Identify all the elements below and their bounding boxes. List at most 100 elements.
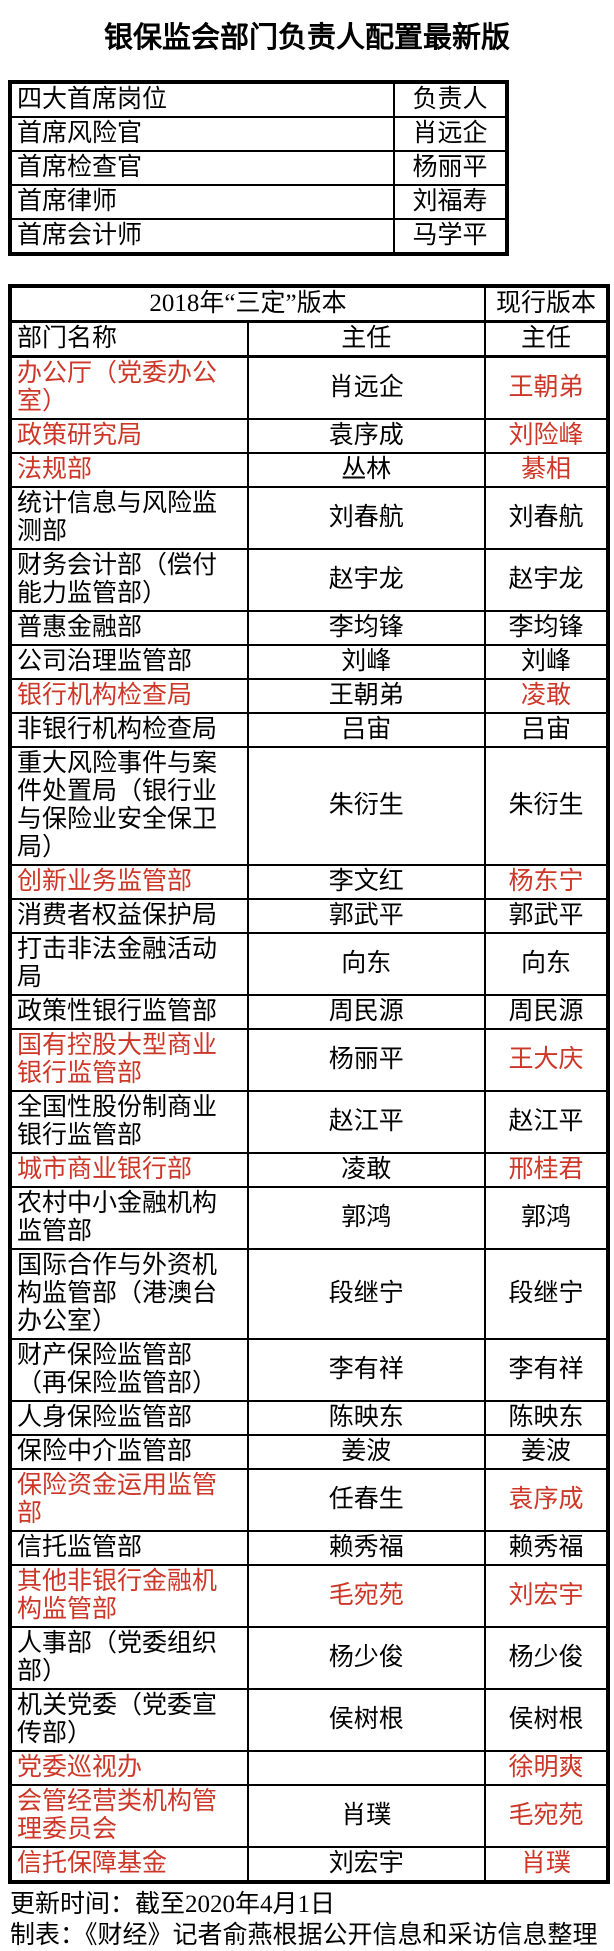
dept-name-cell: 打击非法金融活动局 (10, 933, 248, 995)
dept-name-cell: 全国性股份制商业银行监管部 (10, 1091, 248, 1153)
dept-name-cell: 办公厅（党委办公室） (10, 357, 248, 420)
director-2018-cell: 李文红 (248, 865, 486, 899)
director-2018-cell: 段继宁 (248, 1249, 486, 1339)
dept-name-cell: 保险中介监管部 (10, 1435, 248, 1469)
version-header-row: 2018年“三定”版本 现行版本 (10, 286, 608, 322)
director-current-cell: 刘宏宇 (485, 1565, 608, 1627)
dept-name-cell: 财产保险监管部（再保险监管部） (10, 1339, 248, 1401)
dept-name-cell: 非银行机构检查局 (10, 713, 248, 747)
table-row: 人事部（党委组织部） 杨少俊 杨少俊 (10, 1627, 608, 1689)
chief-position-cell: 首席检查官 (10, 151, 394, 185)
director-current-cell: 綦相 (485, 453, 608, 487)
director-2018-cell: 赵宇龙 (248, 549, 486, 611)
footer: 更新时间：截至2020年4月1日 制表：《财经》记者俞燕根据公开信息和采访信息整… (10, 1890, 614, 1951)
dept-name-cell: 信托保障基金 (10, 1847, 248, 1882)
dept-name-cell: 其他非银行金融机构监管部 (10, 1565, 248, 1627)
director-2018-cell: 丛林 (248, 453, 486, 487)
dept-name-cell: 银行机构检查局 (10, 679, 248, 713)
table-row: 全国性股份制商业银行监管部 赵江平 赵江平 (10, 1091, 608, 1153)
table-row: 机关党委（党委宣传部） 侯树根 侯树根 (10, 1689, 608, 1751)
director-current-cell: 姜波 (485, 1435, 608, 1469)
table-row: 财产保险监管部（再保险监管部） 李有祥 李有祥 (10, 1339, 608, 1401)
director-current-header: 主任 (485, 322, 608, 357)
director-current-cell: 周民源 (485, 995, 608, 1029)
director-2018-cell: 刘春航 (248, 487, 486, 549)
table-row: 其他非银行金融机构监管部 毛宛苑 刘宏宇 (10, 1565, 608, 1627)
table-row: 党委巡视办 徐明爽 (10, 1751, 608, 1785)
chief-positions-table: 四大首席岗位 负责人 首席风险官 肖远企 首席检查官 杨丽平 首席律师 刘福寿 … (8, 80, 509, 256)
table-row: 国际合作与外资机构监管部（港澳台办公室） 段继宁 段继宁 (10, 1249, 608, 1339)
dept-name-cell: 法规部 (10, 453, 248, 487)
departments-table-body: 办公厅（党委办公室） 肖远企 王朝弟 政策研究局 袁序成 刘险峰 法规部 丛林 … (10, 357, 608, 1883)
table-row: 农村中小金融机构监管部 郭鸿 郭鸿 (10, 1187, 608, 1249)
dept-name-cell: 政策性银行监管部 (10, 995, 248, 1029)
update-time-note: 更新时间：截至2020年4月1日 (10, 1890, 614, 1921)
director-current-cell: 肖璞 (485, 1847, 608, 1882)
table-row: 法规部 丛林 綦相 (10, 453, 608, 487)
chief-table-body: 首席风险官 肖远企 首席检查官 杨丽平 首席律师 刘福寿 首席会计师 马学平 (10, 117, 507, 254)
table-row: 统计信息与风险监测部 刘春航 刘春航 (10, 487, 608, 549)
dept-name-cell: 统计信息与风险监测部 (10, 487, 248, 549)
chief-position-cell: 首席会计师 (10, 219, 394, 254)
dept-name-cell: 财务会计部（偿付能力监管部） (10, 549, 248, 611)
table-row: 人身保险监管部 陈映东 陈映东 (10, 1401, 608, 1435)
director-2018-cell: 赖秀福 (248, 1531, 486, 1565)
dept-name-cell: 保险资金运用监管部 (10, 1469, 248, 1531)
table-row: 首席会计师 马学平 (10, 219, 507, 254)
dept-name-cell: 消费者权益保护局 (10, 899, 248, 933)
dept-name-cell: 城市商业银行部 (10, 1153, 248, 1187)
director-current-cell: 徐明爽 (485, 1751, 608, 1785)
director-current-cell: 陈映东 (485, 1401, 608, 1435)
table-row: 办公厅（党委办公室） 肖远企 王朝弟 (10, 357, 608, 420)
chief-table-header-row: 四大首席岗位 负责人 (10, 82, 507, 117)
table-row: 保险资金运用监管部 任春生 袁序成 (10, 1469, 608, 1531)
dept-name-cell: 农村中小金融机构监管部 (10, 1187, 248, 1249)
dept-name-cell: 党委巡视办 (10, 1751, 248, 1785)
dept-name-cell: 重大风险事件与案件处置局（银行业与保险业安全保卫局） (10, 747, 248, 865)
director-current-cell: 王大庆 (485, 1029, 608, 1091)
dept-name-cell: 公司治理监管部 (10, 645, 248, 679)
dept-name-cell: 国有控股大型商业银行监管部 (10, 1029, 248, 1091)
director-2018-cell (248, 1751, 486, 1785)
director-2018-cell: 凌敢 (248, 1153, 486, 1187)
table-row: 信托保障基金 刘宏宇 肖璞 (10, 1847, 608, 1882)
version-2018-header: 2018年“三定”版本 (10, 286, 485, 322)
version-current-header: 现行版本 (485, 286, 608, 322)
director-current-cell: 邢桂君 (485, 1153, 608, 1187)
table-row: 信托监管部 赖秀福 赖秀福 (10, 1531, 608, 1565)
table-row: 政策性银行监管部 周民源 周民源 (10, 995, 608, 1029)
director-2018-cell: 肖璞 (248, 1785, 486, 1847)
director-current-cell: 李均锋 (485, 611, 608, 645)
director-2018-cell: 周民源 (248, 995, 486, 1029)
director-current-cell: 赵宇龙 (485, 549, 608, 611)
director-current-cell: 王朝弟 (485, 357, 608, 420)
director-2018-cell: 朱衍生 (248, 747, 486, 865)
director-2018-cell: 姜波 (248, 1435, 486, 1469)
table-row: 非银行机构检查局 吕宙 吕宙 (10, 713, 608, 747)
table-row: 首席风险官 肖远企 (10, 117, 507, 151)
director-current-cell: 刘峰 (485, 645, 608, 679)
chief-person-cell: 马学平 (394, 219, 507, 254)
director-2018-cell: 侯树根 (248, 1689, 486, 1751)
dept-name-cell: 会管经营类机构管理委员会 (10, 1785, 248, 1847)
dept-name-header: 部门名称 (10, 322, 248, 357)
director-current-cell: 杨少俊 (485, 1627, 608, 1689)
chief-position-cell: 首席风险官 (10, 117, 394, 151)
table-row: 会管经营类机构管理委员会 肖璞 毛宛苑 (10, 1785, 608, 1847)
dept-name-cell: 创新业务监管部 (10, 865, 248, 899)
director-current-cell: 郭鸿 (485, 1187, 608, 1249)
director-2018-cell: 郭武平 (248, 899, 486, 933)
director-2018-cell: 刘峰 (248, 645, 486, 679)
director-2018-cell: 李有祥 (248, 1339, 486, 1401)
table-row: 城市商业银行部 凌敢 邢桂君 (10, 1153, 608, 1187)
table-row: 普惠金融部 李均锋 李均锋 (10, 611, 608, 645)
director-2018-cell: 杨少俊 (248, 1627, 486, 1689)
table-row: 政策研究局 袁序成 刘险峰 (10, 419, 608, 453)
director-current-cell: 侯树根 (485, 1689, 608, 1751)
director-current-cell: 吕宙 (485, 713, 608, 747)
director-current-cell: 朱衍生 (485, 747, 608, 865)
dept-name-cell: 普惠金融部 (10, 611, 248, 645)
director-2018-header: 主任 (248, 322, 486, 357)
director-2018-cell: 袁序成 (248, 419, 486, 453)
